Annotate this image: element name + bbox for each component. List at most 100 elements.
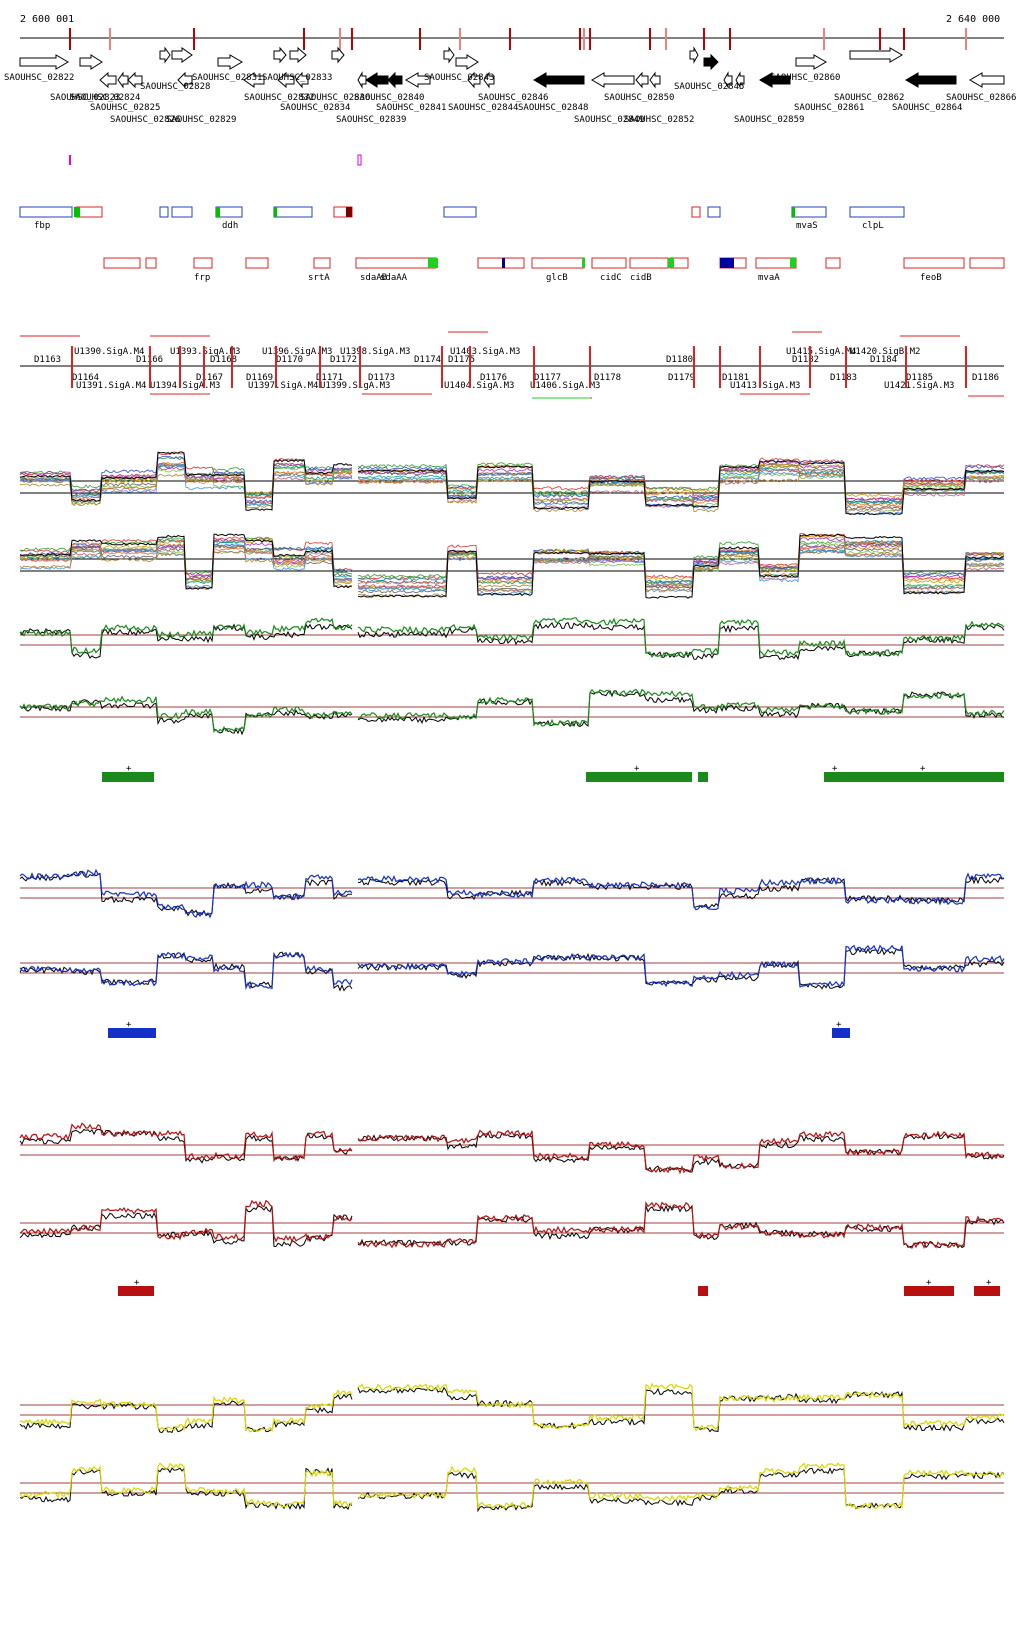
gene-arrow bbox=[19, 54, 69, 70]
segment-label: D1181 bbox=[722, 373, 749, 383]
expression-trace bbox=[19, 545, 1005, 593]
transcript-box bbox=[103, 257, 141, 269]
segment-label: U1393.SigA.M3 bbox=[170, 347, 240, 357]
operon-label: clpL bbox=[862, 221, 884, 231]
gene-label: SAOUHSC_02844 bbox=[448, 103, 518, 113]
segment-label: D1182 bbox=[792, 355, 819, 365]
operon-box bbox=[707, 206, 721, 218]
gene-arrow bbox=[331, 46, 345, 64]
expression-trace bbox=[19, 544, 1005, 596]
gene-name: srtA bbox=[308, 273, 330, 283]
segment-label: U1413.SigA.M3 bbox=[730, 381, 800, 391]
gene-label: SAOUHSC_02864 bbox=[892, 103, 962, 113]
expression-trace bbox=[19, 947, 1005, 992]
gene-label: SAOUHSC_02839 bbox=[336, 115, 406, 125]
segment-label: D1176 bbox=[480, 373, 507, 383]
expression-signal-tracks bbox=[19, 451, 1005, 1513]
gene-arrow bbox=[533, 72, 585, 88]
segment-label: U1390.SigA.M4 bbox=[74, 347, 144, 357]
segment-label: U1396.SigA.M3 bbox=[262, 347, 332, 357]
expression-trace bbox=[19, 1467, 1005, 1513]
gene-arrow bbox=[969, 72, 1005, 88]
expression-trace bbox=[19, 451, 1005, 516]
segment-label: U1391.SigA.M4 bbox=[76, 381, 146, 391]
operon-box bbox=[791, 206, 827, 218]
gene-label-track: SAOUHSC_02822 SAOUHSC_02828 SAOUHSC_0283… bbox=[4, 73, 1016, 125]
gene-label: SAOUHSC_02848 bbox=[518, 103, 588, 113]
region-bar bbox=[698, 1286, 708, 1296]
gene-label: SAOUHSC_02836 bbox=[300, 93, 370, 103]
gene-label: SAOUHSC_02846 bbox=[478, 93, 548, 103]
segment-label: U1406.SigA.M3 bbox=[530, 381, 600, 391]
expression-trace bbox=[19, 1462, 1005, 1510]
operon-track bbox=[19, 206, 905, 218]
transcript-box bbox=[145, 257, 157, 269]
gene-label: SAOUHSC_02862 bbox=[834, 93, 904, 103]
gene-arrow bbox=[759, 72, 791, 88]
expression-trace bbox=[19, 868, 1005, 919]
gene-label: SAOUHSC_02824 bbox=[70, 93, 140, 103]
gene-arrow bbox=[723, 71, 733, 89]
transcript-box bbox=[903, 257, 965, 269]
gene-arrow bbox=[443, 46, 455, 64]
segment-label: U1415.SigA.M4 bbox=[786, 347, 856, 357]
segment-label: U1404.SigA.M3 bbox=[444, 381, 514, 391]
gene-name: sdaAA bbox=[380, 273, 408, 283]
gene-label: SAOUHSC_02822 bbox=[4, 73, 74, 83]
gene-arrow bbox=[277, 71, 295, 89]
expression-trace bbox=[19, 542, 1005, 593]
segment-label: D1179 bbox=[668, 373, 695, 383]
segment-label: D1185 bbox=[906, 373, 933, 383]
gene-label: SAOUHSC_02831 bbox=[192, 73, 262, 83]
gene-label: SAOUHSC_02833 bbox=[262, 73, 332, 83]
transcript-box bbox=[629, 257, 669, 269]
transcript-marker bbox=[720, 258, 734, 268]
gene-arrow bbox=[635, 71, 649, 89]
gene-arrow bbox=[483, 71, 495, 89]
segment-label: D1163 bbox=[34, 355, 61, 365]
gene-label: SAOUHSC_02832 bbox=[244, 93, 314, 103]
operon-marker bbox=[346, 207, 352, 217]
expression-trace bbox=[19, 533, 1005, 599]
expression-trace bbox=[19, 466, 1005, 513]
ruler-start-label: 2 600 001 bbox=[20, 14, 74, 25]
gene-arrow bbox=[289, 46, 307, 64]
transcript-box bbox=[477, 257, 525, 269]
transcript-box bbox=[531, 257, 585, 269]
gene-name: mvaA bbox=[758, 273, 780, 283]
gene-label: SAOUHSC_02829 bbox=[166, 115, 236, 125]
transcript-marker bbox=[790, 258, 796, 268]
segment-label: D1164 bbox=[72, 373, 99, 383]
segment-label: U1399.SigA.M3 bbox=[320, 381, 390, 391]
gene-label: SAOUHSC_02828 bbox=[140, 82, 210, 92]
gene-label: SAOUHSC_02861 bbox=[794, 103, 864, 113]
operon-box bbox=[443, 206, 477, 218]
gene-arrow bbox=[467, 71, 481, 89]
expression-trace bbox=[19, 1122, 1005, 1175]
operon-box bbox=[171, 206, 193, 218]
gene-arrow bbox=[649, 71, 661, 89]
segment-label: D1172 bbox=[330, 355, 357, 365]
gene-label: SAOUHSC_02825 bbox=[90, 103, 160, 113]
expression-trace bbox=[19, 688, 1005, 734]
gene-label: SAOUHSC_02823 bbox=[50, 93, 120, 103]
segment-label: D1169 bbox=[246, 373, 273, 383]
transcript-marker bbox=[582, 258, 585, 268]
operon-label: ddh bbox=[222, 221, 238, 231]
gene-arrow bbox=[79, 54, 103, 70]
expression-trace bbox=[19, 944, 1005, 991]
gene-name: frp bbox=[194, 273, 210, 283]
gene-arrow bbox=[455, 54, 479, 70]
gene-name: glcB bbox=[546, 273, 568, 283]
region-bar bbox=[108, 1028, 156, 1038]
plus-marker: + bbox=[126, 764, 132, 774]
plus-marker: + bbox=[920, 764, 926, 774]
gene-arrow bbox=[127, 71, 143, 89]
operon-label: mvaS bbox=[796, 221, 818, 231]
expression-trace bbox=[19, 540, 1005, 589]
gene-name: feoB bbox=[920, 273, 942, 283]
gene-arrow bbox=[117, 71, 129, 89]
region-bar bbox=[832, 1028, 850, 1038]
gene-arrow bbox=[795, 54, 827, 70]
